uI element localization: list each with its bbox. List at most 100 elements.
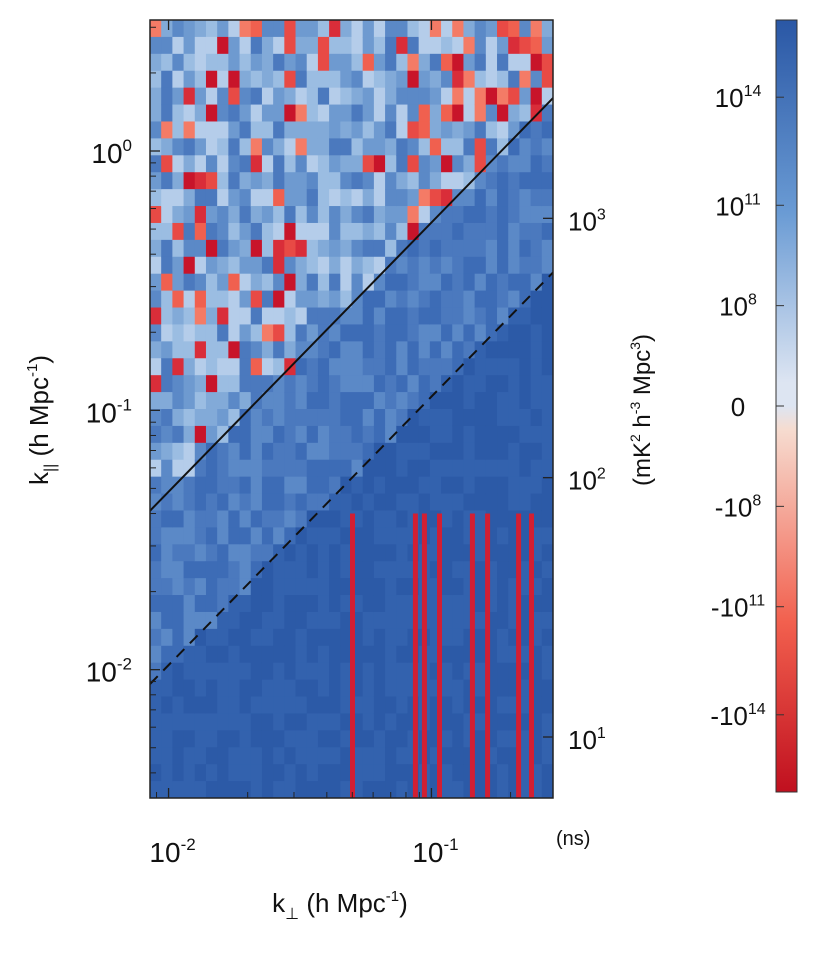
heatmap-cell — [396, 578, 409, 596]
heatmap-cell — [541, 104, 553, 123]
heatmap-cell — [295, 747, 308, 765]
heatmap-cell — [306, 662, 319, 681]
heatmap-cell — [385, 290, 397, 309]
heatmap-cell — [407, 172, 420, 190]
heatmap-cell — [295, 544, 308, 562]
heatmap-cell — [373, 358, 386, 376]
heatmap-cell — [508, 172, 521, 190]
heatmap-cell — [541, 578, 553, 596]
heatmap-cell — [362, 459, 375, 478]
heatmap-cell — [183, 290, 196, 309]
horizon-line — [150, 97, 553, 512]
heatmap-cell — [329, 781, 341, 798]
heatmap-cell — [530, 290, 543, 309]
heatmap-cell — [418, 425, 431, 444]
heatmap-cell — [295, 104, 308, 123]
heatmap-cell — [396, 679, 409, 698]
heatmap-cell — [317, 189, 330, 207]
heatmap-cell — [317, 409, 330, 427]
heatmap-cell — [217, 189, 229, 207]
heatmap-cell — [217, 442, 229, 461]
heatmap-cell — [541, 679, 553, 698]
heatmap-cell — [485, 493, 498, 512]
heatmap-cell — [351, 222, 364, 241]
heatmap-cell — [261, 425, 274, 444]
heatmap-cell — [329, 290, 341, 309]
heatmap-cell — [541, 628, 553, 647]
heatmap-cell — [273, 273, 285, 292]
heatmap-cell — [273, 409, 285, 427]
heatmap-cell — [239, 20, 252, 38]
heatmap-cell — [441, 510, 453, 528]
heatmap-cell — [508, 222, 521, 241]
heatmap-cell — [194, 679, 207, 698]
heatmap-cell — [351, 696, 364, 715]
heatmap-cell — [340, 628, 353, 647]
heatmap-cell — [396, 324, 409, 342]
heatmap-cell — [217, 611, 229, 630]
heatmap-cell — [385, 476, 397, 495]
heatmap-cell — [463, 104, 476, 123]
heatmap-cell — [284, 628, 297, 647]
heatmap-cell — [261, 155, 274, 173]
heatmap-cell — [508, 239, 521, 258]
heatmap-cell — [497, 358, 509, 376]
heatmap-cell — [362, 36, 375, 55]
heatmap-cell — [161, 104, 173, 123]
heatmap-cell — [508, 70, 521, 89]
colorbar-tick-label: -108 — [715, 492, 762, 522]
heatmap-cell — [373, 679, 386, 698]
heatmap-cell — [306, 121, 319, 139]
heatmap-cell — [373, 713, 386, 731]
heatmap-cell — [441, 239, 453, 258]
heatmap-cell — [150, 578, 162, 596]
heatmap-cell — [362, 375, 375, 393]
heatmap-cell — [497, 696, 509, 715]
heatmap-cell — [508, 764, 521, 782]
heatmap-cell — [317, 595, 330, 613]
heatmap-cell — [250, 222, 263, 241]
heatmap-cell — [295, 781, 308, 798]
heatmap-cell — [497, 544, 509, 562]
heatmap-cell — [385, 104, 397, 123]
heatmap-cell — [396, 595, 409, 613]
heatmap-cell — [429, 324, 442, 342]
heatmap-cell — [351, 493, 364, 512]
heatmap-cell — [261, 442, 274, 461]
heatmap-cell — [172, 764, 185, 782]
heatmap-cell — [261, 561, 274, 579]
heatmap-cell — [407, 358, 420, 376]
heatmap-cell — [150, 307, 162, 326]
heatmap-cell — [530, 442, 543, 461]
heatmap-cell — [217, 70, 229, 89]
heatmap-cell — [385, 679, 397, 698]
heatmap-cell — [194, 527, 207, 545]
heatmap-cell — [317, 645, 330, 664]
heatmap-cell — [317, 206, 330, 224]
heatmap-cell — [295, 155, 308, 173]
heatmap-cell — [250, 510, 263, 528]
heatmap-cell — [295, 341, 308, 359]
heatmap-cell — [306, 307, 319, 326]
heatmap-cell — [194, 222, 207, 241]
heatmap-cell — [183, 595, 196, 613]
heatmap-cell — [530, 459, 543, 478]
heatmap-cell — [150, 730, 162, 748]
heatmap-cell — [284, 138, 297, 156]
heatmap-cell — [407, 222, 420, 241]
heatmap-cell — [407, 324, 420, 342]
heatmap-cell — [161, 53, 173, 72]
heatmap-cell — [452, 409, 465, 427]
heatmap-cell — [217, 459, 229, 478]
heatmap-cell — [351, 611, 364, 630]
heatmap-cell — [205, 189, 218, 207]
heatmap-cell — [317, 155, 330, 173]
heatmap-cell — [351, 341, 364, 359]
heatmap-cell — [362, 324, 375, 342]
heatmap-cell — [217, 36, 229, 55]
heatmap-cell — [317, 239, 330, 258]
heatmap-cell — [474, 273, 487, 292]
heatmap-cell — [373, 595, 386, 613]
heatmap-cell — [340, 256, 353, 275]
